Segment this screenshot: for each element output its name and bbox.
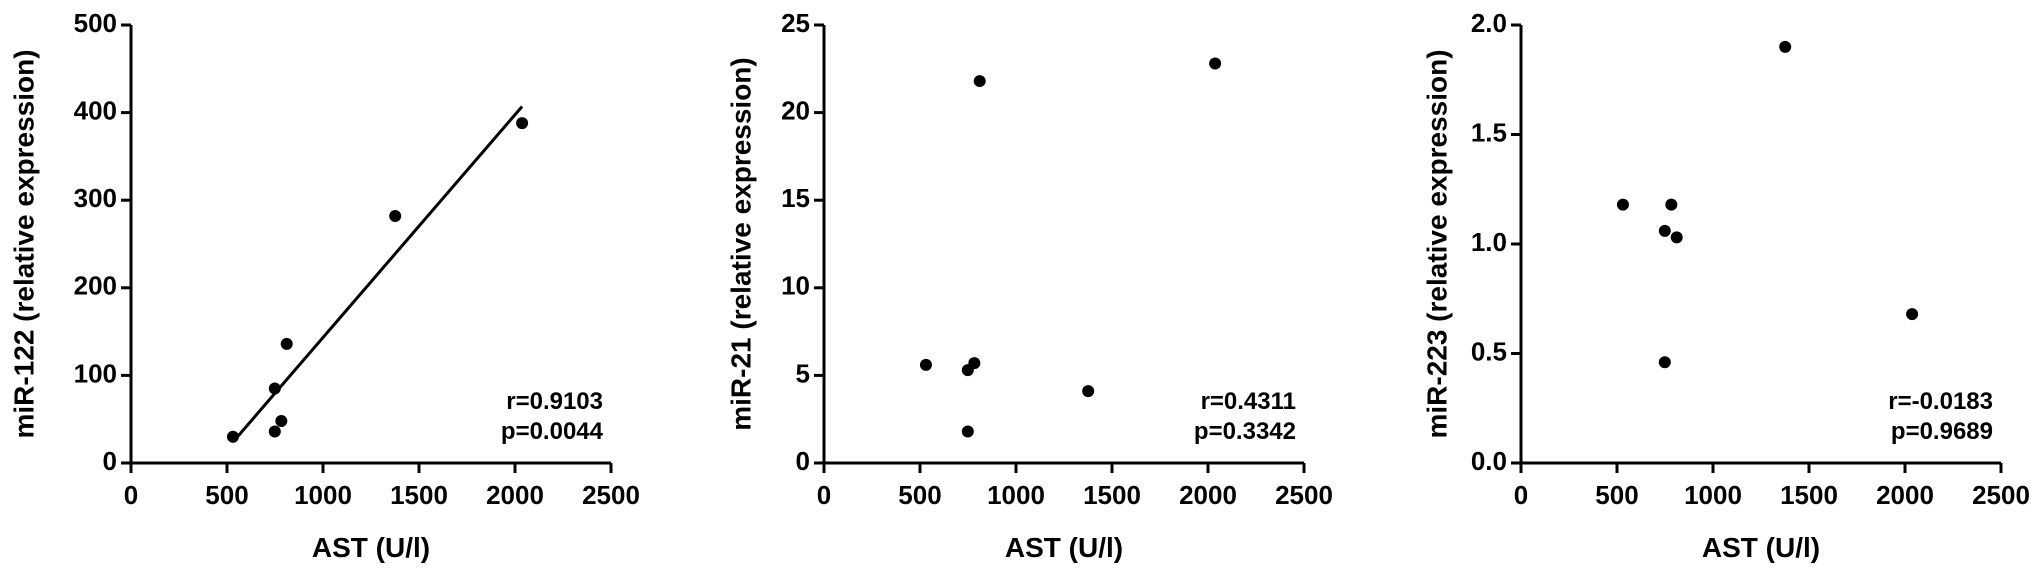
y-axis-title: miR-21 (relative expression) [725,57,756,431]
y-tick-label: 0.5 [1471,336,1507,366]
x-tick-label: 0 [1514,480,1528,510]
y-tick-label: 25 [781,8,810,38]
data-point [389,209,402,222]
data-point [968,357,981,370]
stat-annotation: p=0.9689 [1891,418,1993,445]
x-tick-label: 2000 [1876,480,1934,510]
data-point [268,382,281,395]
y-tick-label: 400 [74,95,117,125]
data-point [1658,356,1671,369]
data-point [516,117,529,130]
x-tick-label: 500 [898,480,941,510]
data-point [1209,57,1222,70]
x-axis-title: AST (U/l) [1702,532,1820,563]
x-axis-title: AST (U/l) [1005,532,1123,563]
x-tick-label: 2500 [1275,480,1333,510]
data-point [919,358,932,371]
x-tick-label: 1500 [1083,480,1141,510]
data-point [1779,40,1792,53]
x-axis-title: AST (U/l) [312,532,430,563]
fit-line [231,105,524,443]
y-axis-title: miR-122 (relative expression) [8,49,39,438]
y-tick-label: 1.0 [1471,227,1507,257]
x-tick-label: 2000 [486,480,544,510]
x-tick-label: 500 [205,480,248,510]
x-tick-label: 2500 [1972,480,2030,510]
x-tick-label: 1500 [1780,480,1838,510]
x-tick-label: 2000 [1179,480,1237,510]
data-point [1658,224,1671,237]
x-tick-label: 1000 [987,480,1045,510]
data-point [1906,308,1919,321]
data-point [280,337,293,350]
data-point [268,425,281,438]
x-tick-label: 0 [817,480,831,510]
data-point [275,414,288,427]
y-tick-label: 0 [796,446,810,476]
x-tick-label: 1000 [1684,480,1742,510]
data-point [961,425,974,438]
y-tick-label: 15 [781,183,810,213]
y-tick-label: 5 [796,358,810,388]
y-tick-label: 500 [74,8,117,38]
y-axis-title: miR-223 (relative expression) [1421,49,1452,438]
x-tick-label: 0 [124,480,138,510]
data-point [973,75,986,88]
y-tick-label: 100 [74,358,117,388]
x-tick-label: 1500 [390,480,448,510]
stat-annotation: p=0.3342 [1194,418,1296,445]
data-point [1616,198,1629,211]
x-tick-label: 2500 [582,480,640,510]
data-point [1670,231,1683,244]
y-tick-label: 0.0 [1471,446,1507,476]
data-point [226,430,239,443]
stat-annotation: r=0.9103 [506,388,603,415]
y-tick-label: 200 [74,271,117,301]
data-point [1665,198,1678,211]
x-tick-label: 1000 [294,480,352,510]
y-tick-label: 1.5 [1471,117,1507,147]
stat-annotation: r=-0.0183 [1888,388,1993,415]
y-tick-label: 300 [74,183,117,213]
stat-annotation: r=0.4311 [1201,388,1296,415]
y-tick-label: 20 [781,95,810,125]
y-tick-label: 0 [103,446,117,476]
y-tick-label: 2.0 [1471,8,1507,38]
stat-annotation: p=0.0044 [501,418,604,445]
y-tick-label: 10 [781,271,810,301]
x-tick-label: 500 [1595,480,1638,510]
data-point [1082,385,1095,398]
